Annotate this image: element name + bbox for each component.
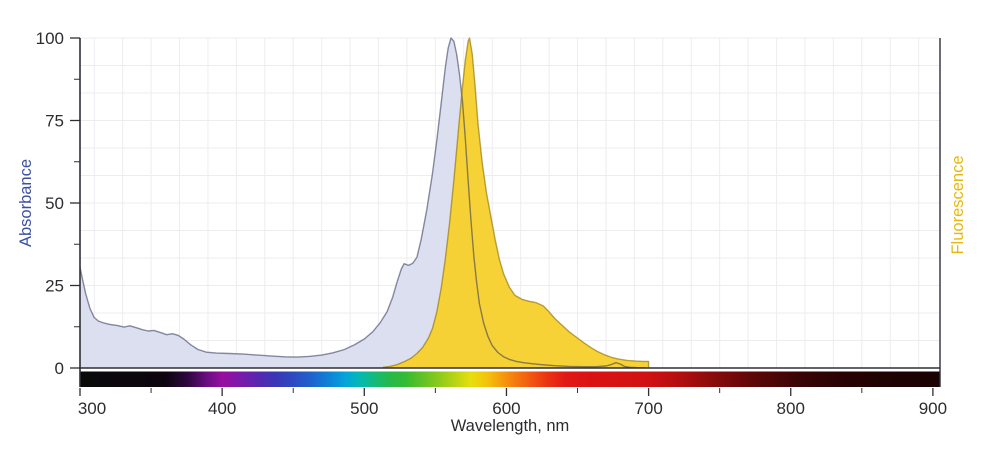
absorbance-area	[80, 38, 646, 368]
x-tick-label: 600	[492, 399, 520, 418]
x-axis-ticks: 300 400 500 600 700 800 900	[78, 388, 947, 418]
y-tick-label: 50	[45, 194, 64, 213]
x-tick-label: 800	[777, 399, 805, 418]
y-axis-title-fluorescence: Fluorescence	[949, 155, 967, 254]
x-tick-label: 900	[919, 399, 947, 418]
spectrum-bar	[80, 371, 940, 387]
absorbance-line	[80, 37, 646, 368]
x-tick-label: 700	[634, 399, 662, 418]
y-axis-ticks: 0 25 50 75 100	[36, 29, 80, 378]
y-tick-label: 100	[36, 29, 64, 48]
fluorescence-area	[382, 38, 649, 368]
x-tick-label: 300	[78, 399, 106, 418]
y-tick-label: 0	[55, 359, 64, 378]
x-tick-label: 400	[208, 399, 236, 418]
x-tick-label: 500	[350, 399, 378, 418]
y-tick-label: 75	[45, 112, 64, 131]
y-tick-label: 25	[45, 277, 64, 296]
x-axis-title: Wavelength, nm	[451, 417, 570, 435]
fluorescence-line	[382, 37, 650, 368]
y-axis-title-absorbance: Absorbance	[17, 159, 35, 247]
